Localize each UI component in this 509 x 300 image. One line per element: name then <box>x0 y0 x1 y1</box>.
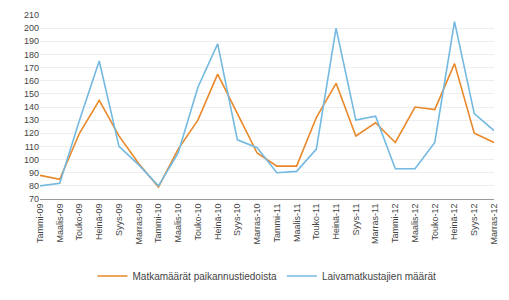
svg-text:110: 110 <box>25 142 39 152</box>
svg-text:130: 130 <box>24 115 39 125</box>
svg-text:120: 120 <box>24 128 39 138</box>
svg-text:210: 210 <box>24 10 39 20</box>
svg-text:Heinä-10: Heinä-10 <box>213 204 223 241</box>
svg-text:90: 90 <box>29 168 39 178</box>
svg-text:Marras-12: Marras-12 <box>489 204 499 245</box>
svg-text:Laivamatkustajien määrät: Laivamatkustajien määrät <box>322 271 436 282</box>
svg-text:200: 200 <box>24 23 39 33</box>
svg-text:Tammi-09: Tammi-09 <box>35 204 45 244</box>
svg-text:170: 170 <box>24 63 39 73</box>
svg-text:Marras-11: Marras-11 <box>370 204 380 244</box>
svg-text:Maalis-09: Maalis-09 <box>55 204 65 243</box>
svg-text:Syys-09: Syys-09 <box>114 204 124 237</box>
svg-text:Touko-12: Touko-12 <box>430 204 440 241</box>
svg-text:Syys-10: Syys-10 <box>232 204 242 237</box>
svg-text:Touko-10: Touko-10 <box>193 204 203 241</box>
svg-text:Heinä-11: Heinä-11 <box>331 204 341 240</box>
svg-text:Heinä-12: Heinä-12 <box>449 204 459 241</box>
svg-text:160: 160 <box>24 76 39 86</box>
svg-text:Maalis-12: Maalis-12 <box>410 204 420 243</box>
svg-text:Maalis-11: Maalis-11 <box>292 204 302 242</box>
svg-text:Touko-09: Touko-09 <box>74 204 84 241</box>
svg-text:Touko-11: Touko-11 <box>311 204 321 240</box>
svg-text:140: 140 <box>24 102 39 112</box>
svg-text:Matkamäärät paikannustiedoista: Matkamäärät paikannustiedoista <box>133 271 277 282</box>
svg-text:190: 190 <box>24 36 39 46</box>
svg-text:Maalis-10: Maalis-10 <box>173 204 183 243</box>
svg-text:80: 80 <box>29 181 39 191</box>
svg-text:Tammi-11: Tammi-11 <box>272 204 282 243</box>
svg-text:Syys-12: Syys-12 <box>469 204 479 237</box>
svg-text:Tammi-10: Tammi-10 <box>153 204 163 244</box>
svg-text:180: 180 <box>24 50 39 60</box>
svg-text:150: 150 <box>24 89 39 99</box>
svg-text:Marras-10: Marras-10 <box>252 204 262 245</box>
svg-text:70: 70 <box>29 194 39 204</box>
svg-text:100: 100 <box>24 155 39 165</box>
svg-text:Marras-09: Marras-09 <box>134 204 144 245</box>
svg-text:Heinä-09: Heinä-09 <box>94 204 104 241</box>
svg-text:Syys-11: Syys-11 <box>351 204 361 236</box>
svg-text:Tammi-12: Tammi-12 <box>390 204 400 244</box>
